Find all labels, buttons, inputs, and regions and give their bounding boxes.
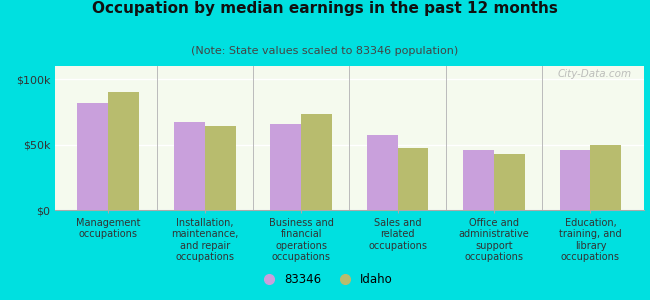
Bar [205, 126, 235, 210]
Bar [77, 103, 109, 210]
Bar [560, 150, 590, 210]
Bar [463, 150, 494, 210]
Bar [301, 114, 332, 210]
Text: City-Data.com: City-Data.com [558, 69, 632, 79]
Bar [590, 145, 621, 210]
Bar [367, 135, 398, 210]
Bar [109, 92, 139, 210]
Bar [398, 148, 428, 210]
Bar [270, 124, 301, 210]
Text: (Note: State values scaled to 83346 population): (Note: State values scaled to 83346 popu… [191, 46, 459, 56]
Legend: 83346, Idaho: 83346, Idaho [252, 269, 398, 291]
Bar [494, 154, 525, 210]
Text: Occupation by median earnings in the past 12 months: Occupation by median earnings in the pas… [92, 2, 558, 16]
Bar [174, 122, 205, 210]
